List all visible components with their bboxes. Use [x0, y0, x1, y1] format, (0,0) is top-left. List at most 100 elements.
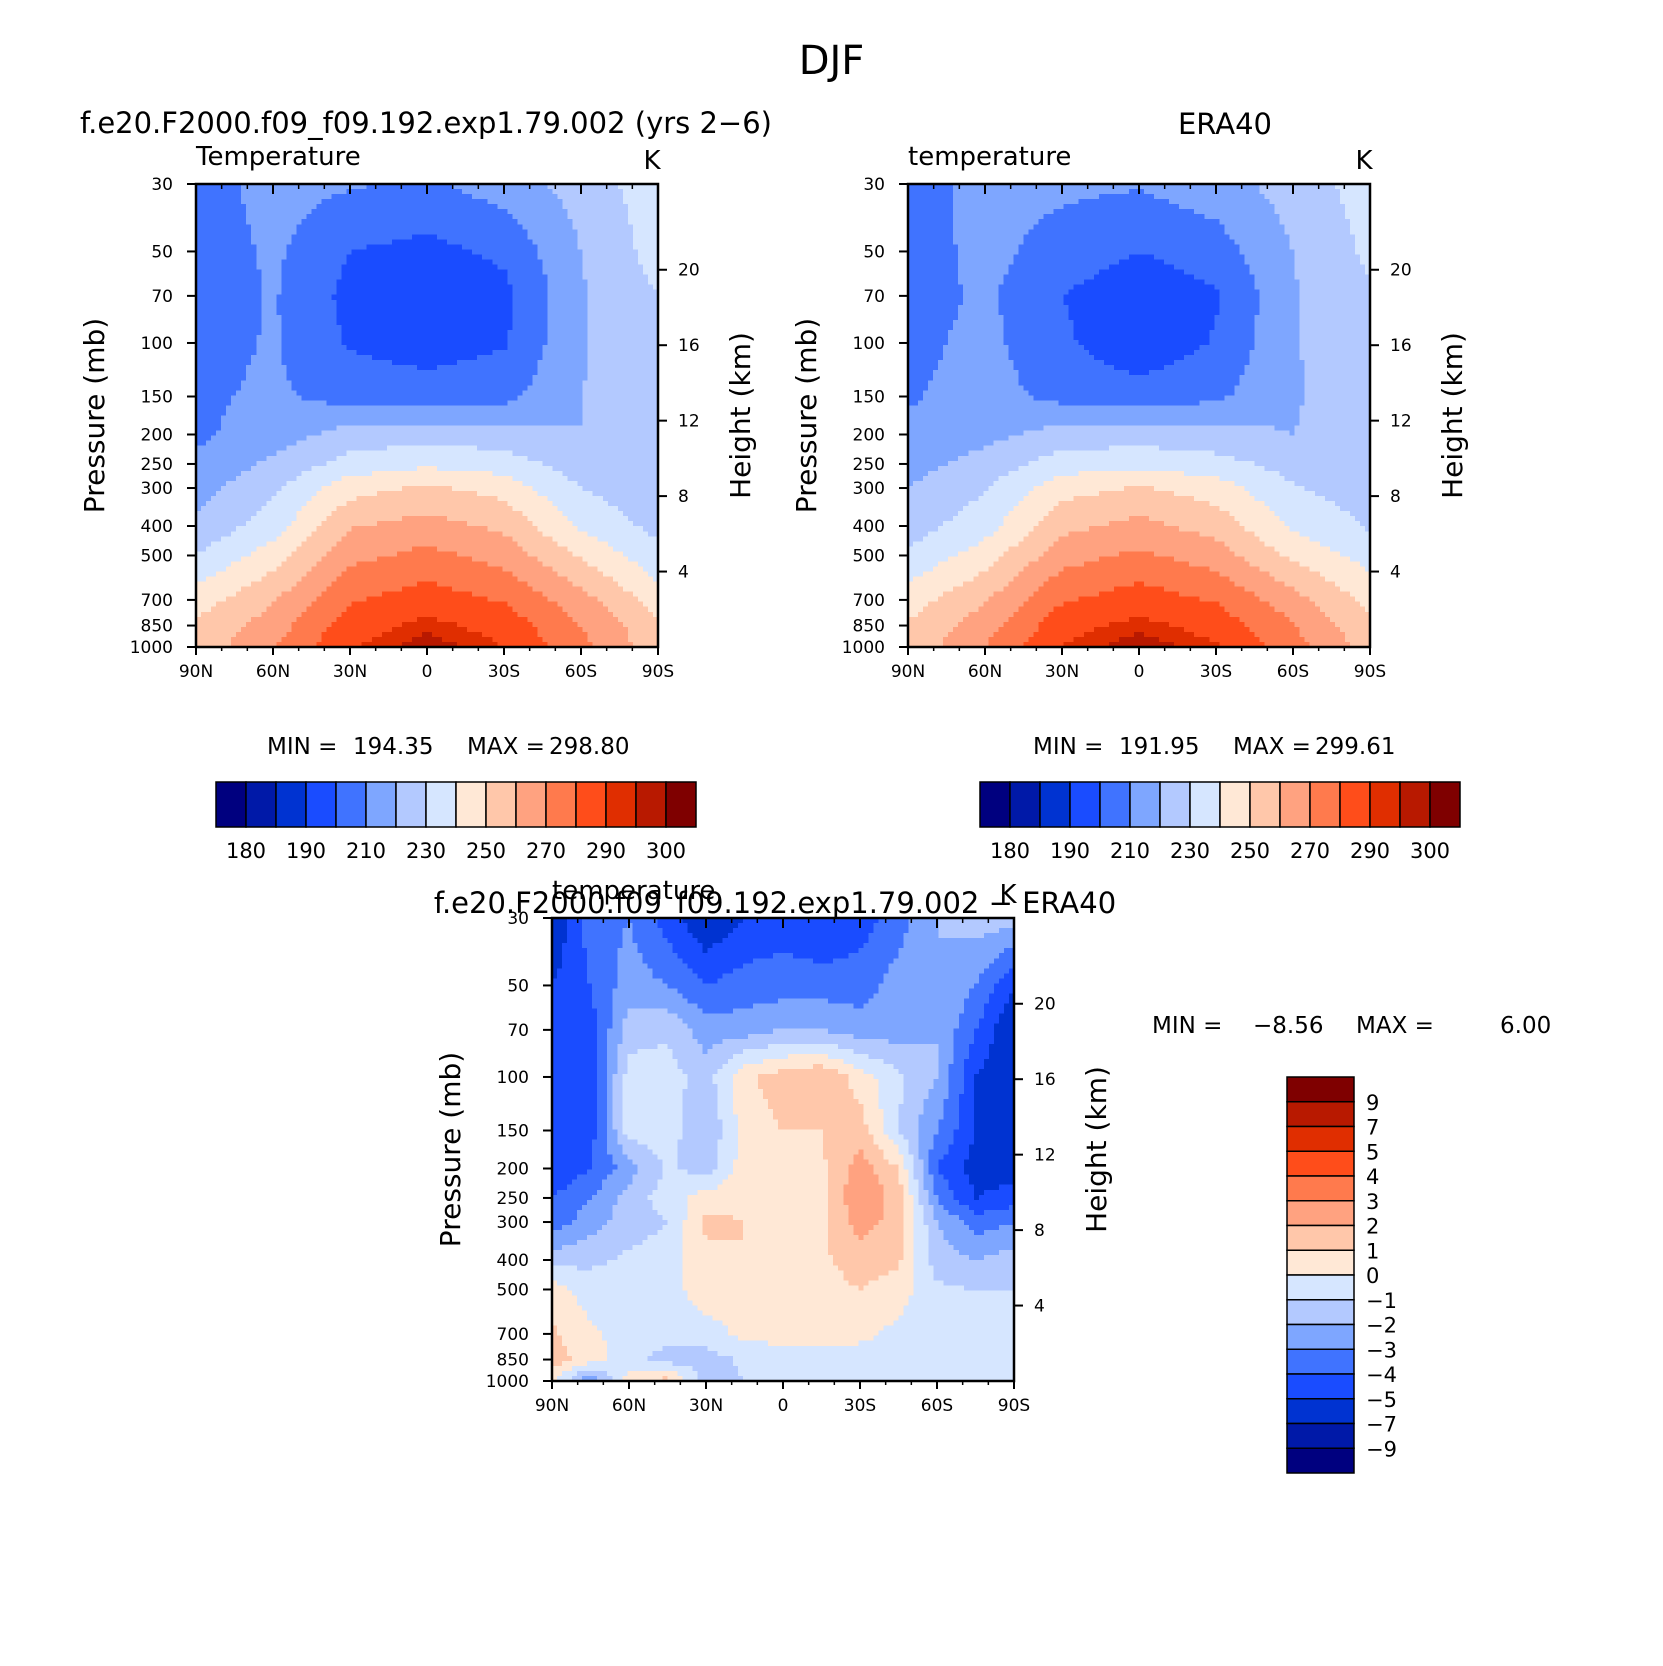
y-tick-label: 250: [141, 455, 173, 475]
colorbar-box: [485, 781, 517, 828]
colorbar-box: [1399, 781, 1431, 828]
panel3-ylabel-right: Height (km): [1080, 1066, 1113, 1233]
panel2-plot: 90N 60N 30N 0 30S 60S 90S 30 50 70 100 150 200 250 300…: [790, 142, 1469, 682]
y2-tick-label: 4: [1390, 563, 1401, 583]
y-tick-label: 200: [141, 425, 173, 445]
y-tick-label: 50: [507, 976, 529, 996]
x-tick-label: 30S: [844, 1396, 876, 1416]
y-tick-label: 1000: [842, 638, 885, 658]
panel2-units: K: [1355, 146, 1373, 176]
colorbar-label: 180: [226, 839, 266, 863]
y2-tick-label: 4: [1034, 1297, 1045, 1317]
colorbar-label: −9: [1366, 1437, 1397, 1461]
max-value: 298.80: [549, 734, 629, 760]
colorbar-box: [665, 781, 697, 828]
max-label: MAX =: [467, 734, 545, 760]
y2-tick-label: 12: [678, 412, 700, 432]
x-tick-label: 30S: [488, 662, 520, 682]
colorbar-box: [1189, 781, 1221, 828]
y-tick-label: 300: [141, 479, 173, 499]
x-tick-label: 0: [422, 662, 433, 682]
colorbar-box: [1219, 781, 1251, 828]
max-value: 6.00: [1500, 1013, 1551, 1039]
colorbar-label: 270: [526, 839, 566, 863]
colorbar-box: [1286, 1274, 1355, 1301]
x-tick-label: 60S: [565, 662, 597, 682]
min-value: −8.56: [1253, 1013, 1323, 1039]
colorbar-label: 230: [1170, 839, 1210, 863]
min-label: MIN =: [1152, 1013, 1222, 1039]
colorbar-box: [1039, 781, 1071, 828]
y-tick-label: 1000: [486, 1372, 529, 1392]
panel3-ylabel: Pressure (mb): [434, 1052, 467, 1247]
colorbar-box: [575, 781, 607, 828]
min-label: MIN =: [267, 734, 337, 760]
colorbar-label: 300: [1410, 839, 1450, 863]
x-tick-label: 60S: [1277, 662, 1309, 682]
y-tick-label: 200: [853, 425, 885, 445]
y-tick-label: 400: [141, 517, 173, 537]
colorbar-label: 180: [990, 839, 1030, 863]
colorbar-box: [1286, 1076, 1355, 1103]
y-tick-label: 70: [863, 287, 885, 307]
panel1-ylabel: Pressure (mb): [78, 318, 111, 513]
colorbar-box: [1159, 781, 1191, 828]
min-value: 191.95: [1119, 734, 1199, 760]
colorbar-label: 210: [346, 839, 386, 863]
colorbar-label: 250: [466, 839, 506, 863]
colorbar-box: [1286, 1125, 1355, 1152]
colorbar-box: [1279, 781, 1311, 828]
x-tick-label: 0: [778, 1396, 789, 1416]
panel3-plot: 90N 60N 30N 0 30S 60S 90S 30 50 70 100 150 200 250 300…: [434, 876, 1113, 1416]
y-tick-label: 150: [497, 1122, 529, 1142]
panel2-ylabel-right: Height (km): [1436, 332, 1469, 499]
x-tick-label: 60N: [968, 662, 1002, 682]
min-value: 194.35: [353, 734, 433, 760]
y-tick-label: 400: [853, 517, 885, 537]
colorbar-box: [1286, 1175, 1355, 1202]
y-tick-label: 250: [497, 1189, 529, 1209]
x-tick-label: 30N: [689, 1396, 723, 1416]
colorbar-label: 270: [1290, 839, 1330, 863]
colorbar-box: [1286, 1323, 1355, 1350]
colorbar-box: [1286, 1348, 1355, 1375]
y-tick-label: 300: [497, 1213, 529, 1233]
y-tick-label: 30: [863, 175, 885, 195]
colorbar-box: [365, 781, 397, 828]
y2-tick-label: 20: [1390, 261, 1412, 281]
y-tick-label: 700: [141, 591, 173, 611]
panel1-units: K: [643, 146, 661, 176]
y2-tick-label: 16: [1390, 336, 1412, 356]
colorbar-box: [1069, 781, 1101, 828]
colorbar-label: −5: [1366, 1388, 1397, 1412]
y-tick-label: 500: [141, 546, 173, 566]
colorbar-box: [1286, 1200, 1355, 1227]
colorbar-label: 190: [286, 839, 326, 863]
y2-tick-label: 20: [1034, 995, 1056, 1015]
y-tick-label: 400: [497, 1251, 529, 1271]
colorbar-label: 250: [1230, 839, 1270, 863]
panel1-stats: MIN = 194.35 MAX = 298.80: [267, 734, 629, 760]
panel1-plot: 90N 60N 30N 0 30S 60S 90S 30 50 70 100 150 200 250 300…: [78, 142, 757, 682]
page-title: DJF: [0, 38, 1663, 84]
x-tick-label: 90N: [891, 662, 925, 682]
colorbar-box: [425, 781, 457, 828]
y-tick-label: 70: [507, 1021, 529, 1041]
panel3-stats: MIN = −8.56 MAX = 6.00: [1152, 1013, 1551, 1039]
colorbar-box: [1286, 1150, 1355, 1177]
y-tick-label: 300: [853, 479, 885, 499]
panel1-colorbar: 180 190 210 230 250 270 290 300: [215, 781, 697, 863]
colorbar-label: −1: [1366, 1289, 1397, 1313]
colorbar-box: [635, 781, 667, 828]
colorbar-box: [455, 781, 487, 828]
y-tick-label: 100: [497, 1068, 529, 1088]
panel3-units: K: [999, 880, 1017, 910]
colorbar-box: [1339, 781, 1371, 828]
x-tick-label: 90S: [642, 662, 674, 682]
max-label: MAX =: [1356, 1013, 1434, 1039]
colorbar-box: [1286, 1398, 1355, 1425]
x-tick-label: 60N: [256, 662, 290, 682]
y2-tick-label: 12: [1390, 412, 1412, 432]
y-tick-label: 30: [151, 175, 173, 195]
